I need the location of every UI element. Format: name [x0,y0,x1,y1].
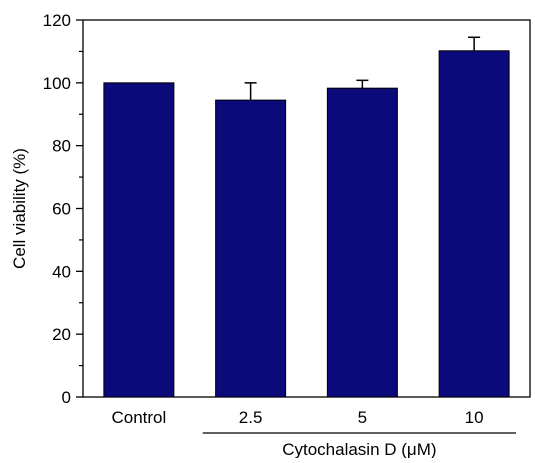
x-tick-label: 2.5 [239,408,263,427]
y-tick-label: 20 [52,325,71,344]
x-group-label: Cytochalasin D (μM) [282,440,436,458]
y-tick-label: 100 [43,74,71,93]
bars [103,36,510,398]
y-tick-label: 60 [52,200,71,219]
bar-10 [438,50,510,398]
y-axis-title: Cell viability (%) [10,148,29,269]
bar-5 [326,87,398,398]
y-tick-label: 40 [52,262,71,281]
y-tick-label: 120 [43,11,71,30]
x-tick-label: 5 [358,408,367,427]
y-tick-label: 80 [52,137,71,156]
x-tick-label: 10 [465,408,484,427]
bar-2.5 [215,99,287,398]
axes [76,19,531,434]
x-tick-label: Control [111,408,166,427]
y-tick-label: 0 [62,388,71,407]
labels: 0 20 40 60 80 100 120 Control 2.5 5 10 Cytochalasin… [10,11,484,459]
bar-Control [103,82,175,398]
